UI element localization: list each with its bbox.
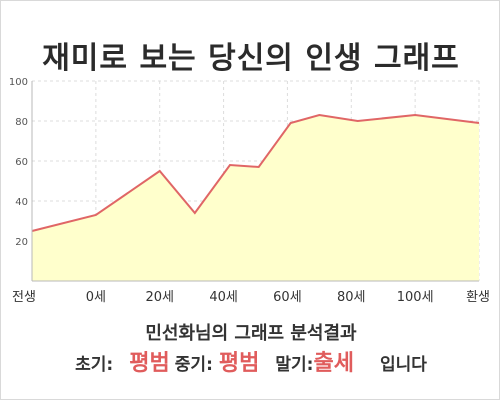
x-tick-label: 20세 bbox=[145, 290, 174, 305]
y-tick-label: 40 bbox=[15, 197, 28, 208]
result-suffix: 입니다 bbox=[379, 355, 427, 375]
y-tick-label: 20 bbox=[15, 237, 28, 248]
mid-life-label: 중기: bbox=[174, 355, 213, 375]
x-tick-label: 전생 bbox=[12, 290, 36, 305]
y-tick-label: 60 bbox=[15, 157, 28, 168]
analysis-summary: 민선화님의 그래프 분석결과 bbox=[145, 323, 357, 344]
life-line bbox=[31, 113, 480, 232]
analysis-result: 초기: 평범 중기: 평범 말기:출세 입니다 bbox=[1, 345, 500, 377]
x-tick-label: 60세 bbox=[273, 290, 302, 305]
early-life-label: 초기: bbox=[75, 355, 114, 375]
late-life-value: 출세 bbox=[313, 351, 354, 376]
y-tick-label: 100 bbox=[9, 77, 28, 88]
y-tick-label: 80 bbox=[15, 117, 28, 128]
x-tick-label: 100세 bbox=[397, 290, 434, 305]
early-life-value: 평범 bbox=[129, 351, 170, 376]
life-area-fill bbox=[32, 115, 479, 281]
page-title: 재미로 보는 당신의 인생 그래프 bbox=[42, 41, 460, 76]
x-tick-label: 환생 bbox=[466, 290, 490, 305]
x-tick-label: 40세 bbox=[209, 290, 238, 305]
x-tick-label: 80세 bbox=[337, 290, 366, 305]
mid-life-value: 평범 bbox=[218, 351, 260, 376]
late-life-label: 말기: bbox=[275, 355, 314, 375]
x-tick-label: 0세 bbox=[86, 290, 106, 305]
